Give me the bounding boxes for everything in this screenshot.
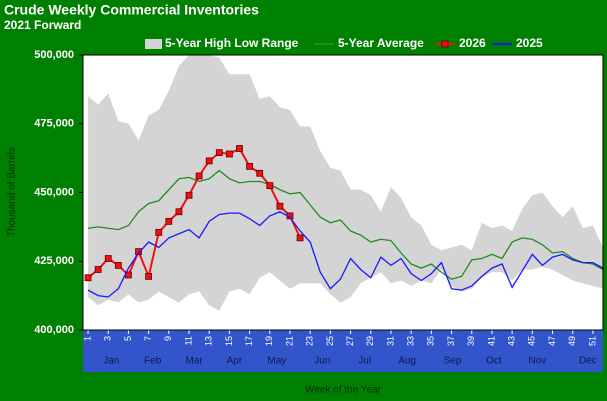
point-marker <box>104 255 112 262</box>
x-tick-label: 1 <box>82 336 92 341</box>
y-axis-title: Thousand of Barrels <box>7 147 18 237</box>
x-tick-label: 31 <box>385 336 395 346</box>
legend-swatch <box>145 39 162 49</box>
point-marker <box>215 149 223 157</box>
month-label: Sep <box>444 356 462 367</box>
range-area <box>88 55 604 311</box>
legend-label: 5-Year High Low Range <box>165 36 299 50</box>
x-axis-title: Week of the Year <box>305 385 382 396</box>
x-tick-label: 17 <box>244 336 254 346</box>
x-axis-band <box>83 330 603 372</box>
month-label: Oct <box>486 356 502 367</box>
plot-frame <box>82 54 604 331</box>
point-marker <box>276 202 284 210</box>
y-tick-label: 500,000 <box>34 49 74 61</box>
x-tick-label: 49 <box>567 336 577 346</box>
x-tick-label: 41 <box>486 336 496 346</box>
chart-subtitle: 2021 Forward <box>4 18 81 32</box>
series-line <box>87 211 604 298</box>
point-marker <box>226 150 233 158</box>
point-marker <box>296 234 304 242</box>
x-tick-label: 21 <box>284 336 294 346</box>
x-tick-label: 5 <box>123 336 133 341</box>
legend-marker <box>441 40 449 48</box>
month-label: Apr <box>227 356 243 367</box>
month-label: Feb <box>144 356 162 367</box>
x-tick-label: 19 <box>264 336 274 346</box>
legend-label: 2026 <box>459 36 486 50</box>
chart-title: Crude Weekly Commercial Inventories <box>4 2 259 18</box>
x-tick-label: 35 <box>426 336 436 346</box>
x-tick-label: 37 <box>446 336 456 346</box>
point-marker <box>165 217 173 225</box>
point-marker <box>256 169 264 177</box>
x-tick-label: 9 <box>163 336 173 341</box>
x-tick-label: 47 <box>547 336 557 346</box>
x-tick-label: 3 <box>103 336 113 341</box>
x-tick-label: 39 <box>466 336 476 346</box>
x-tick-label: 15 <box>224 336 234 346</box>
x-tick-label: 25 <box>325 336 335 346</box>
point-marker <box>155 228 163 236</box>
series-line <box>87 169 604 280</box>
x-tick-label: 13 <box>204 336 214 346</box>
month-label: Mar <box>185 356 203 367</box>
series-line <box>87 147 301 280</box>
x-tick-label: 29 <box>365 336 375 346</box>
point-marker <box>236 145 243 152</box>
month-label: Jun <box>314 356 330 367</box>
x-tick-label: 27 <box>345 336 355 346</box>
y-tick-label: 475,000 <box>34 118 74 130</box>
x-tick-label: 45 <box>527 336 537 346</box>
point-marker <box>84 274 92 282</box>
y-tick-label: 400,000 <box>34 324 74 336</box>
point-marker <box>145 272 153 280</box>
point-marker <box>205 157 213 165</box>
month-label: Aug <box>398 356 416 367</box>
point-marker <box>246 162 254 170</box>
x-tick-label: 7 <box>143 336 153 341</box>
x-tick-label: 11 <box>183 336 193 345</box>
point-marker <box>94 266 102 273</box>
point-marker <box>185 191 193 199</box>
point-marker <box>135 248 142 256</box>
y-tick-label: 450,000 <box>34 186 74 198</box>
month-label: Nov <box>528 356 546 367</box>
x-tick-label: 51 <box>587 336 597 346</box>
legend-label: 2025 <box>516 36 543 50</box>
x-tick-label: 23 <box>305 336 315 346</box>
point-marker <box>195 172 203 180</box>
point-marker <box>266 182 274 190</box>
legend-label: 5-Year Average <box>338 36 424 50</box>
month-label: Jan <box>103 356 119 367</box>
x-tick-label: 43 <box>507 336 517 346</box>
month-label: May <box>267 356 286 367</box>
month-label: Dec <box>579 356 597 367</box>
point-marker <box>175 208 183 216</box>
x-tick-label: 33 <box>406 336 416 346</box>
y-tick-label: 425,000 <box>34 255 74 267</box>
point-marker <box>114 261 122 269</box>
month-label: Jul <box>358 356 371 367</box>
